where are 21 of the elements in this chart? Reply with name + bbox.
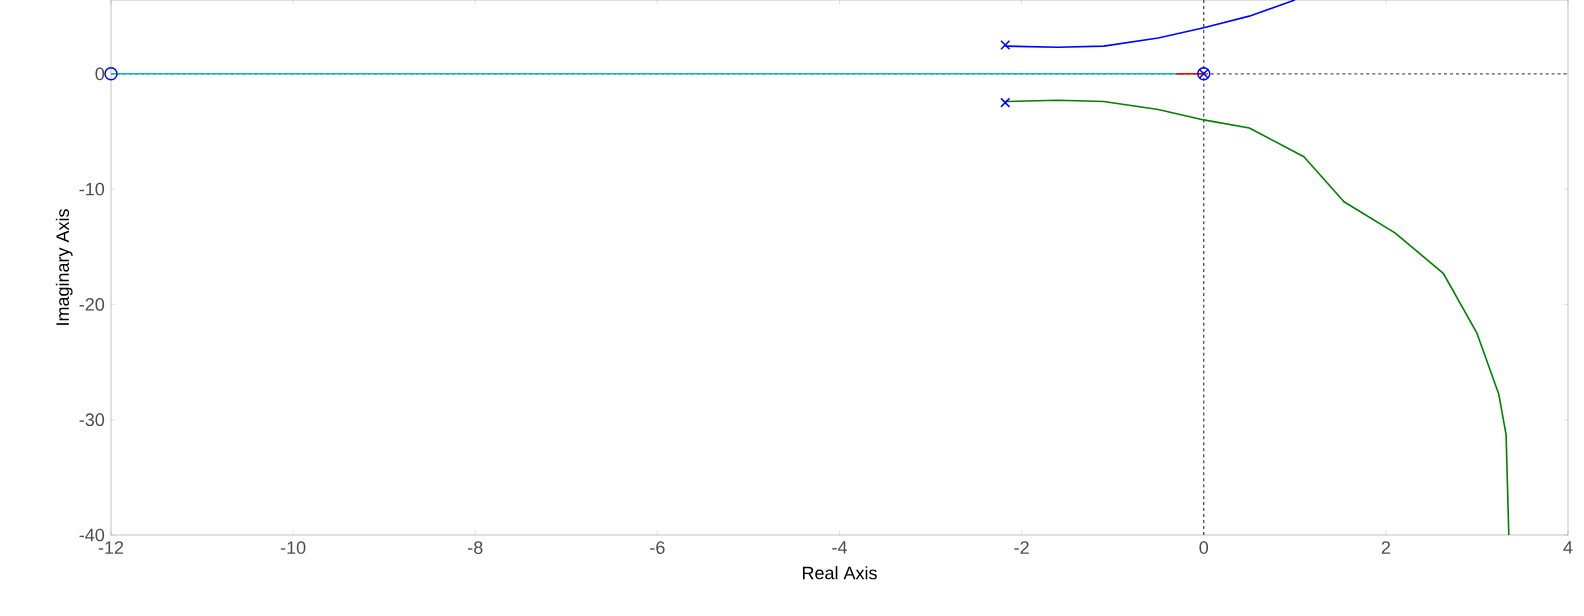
line-series [1004, 99, 1510, 535]
x-tick-label: -8 [468, 541, 483, 554]
x-tick-label: -2 [1014, 541, 1029, 554]
x-tick-label: 4 [1563, 541, 1573, 554]
x-axis-title: Real Axis [802, 566, 877, 580]
x-tick-label: -4 [832, 541, 847, 554]
y-tick-label: 0 [95, 67, 105, 81]
x-tick-label: -12 [98, 541, 124, 554]
point [104, 67, 118, 81]
x-tick-label: 0 [1199, 541, 1209, 554]
x-tick-label: -6 [650, 541, 665, 554]
y-tick-label: -10 [79, 182, 105, 196]
x-tick-label: -10 [280, 541, 306, 554]
y-tick-label: -20 [79, 298, 105, 311]
x-tick-label: 2 [1381, 541, 1390, 554]
point [1000, 39, 1011, 50]
y-tick-label: -40 [79, 528, 105, 542]
line-series [1004, 0, 1296, 49]
y-tick-label: -30 [79, 413, 105, 427]
point [1000, 97, 1011, 108]
y-axis-title: Imaginary Axis [55, 209, 73, 325]
